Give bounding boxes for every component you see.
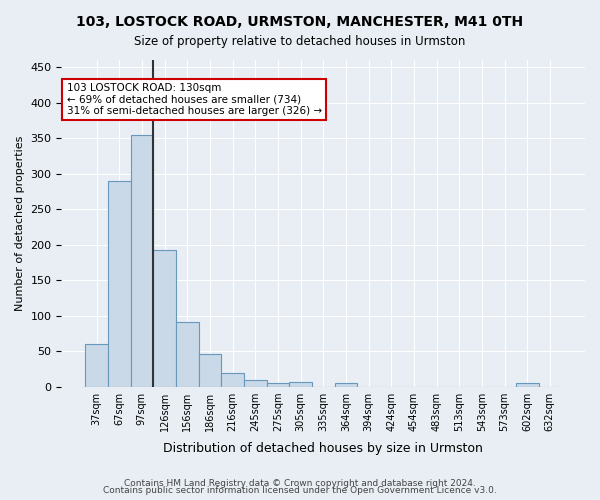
Bar: [516, 383, 539, 386]
X-axis label: Distribution of detached houses by size in Urmston: Distribution of detached houses by size …: [163, 442, 483, 455]
Text: 103 LOSTOCK ROAD: 130sqm
← 69% of detached houses are smaller (734)
31% of semi-: 103 LOSTOCK ROAD: 130sqm ← 69% of detach…: [67, 83, 322, 116]
Bar: [244, 380, 266, 386]
Bar: [199, 354, 221, 386]
Text: Size of property relative to detached houses in Urmston: Size of property relative to detached ho…: [134, 35, 466, 48]
Text: 103, LOSTOCK ROAD, URMSTON, MANCHESTER, M41 0TH: 103, LOSTOCK ROAD, URMSTON, MANCHESTER, …: [76, 15, 524, 29]
Bar: [153, 250, 176, 386]
Bar: [335, 383, 357, 386]
Bar: [131, 134, 153, 386]
Bar: [289, 382, 312, 386]
Bar: [221, 373, 244, 386]
Text: Contains public sector information licensed under the Open Government Licence v3: Contains public sector information licen…: [103, 486, 497, 495]
Bar: [108, 180, 131, 386]
Bar: [85, 344, 108, 387]
Bar: [266, 383, 289, 386]
Bar: [176, 322, 199, 386]
Y-axis label: Number of detached properties: Number of detached properties: [15, 136, 25, 311]
Text: Contains HM Land Registry data © Crown copyright and database right 2024.: Contains HM Land Registry data © Crown c…: [124, 478, 476, 488]
